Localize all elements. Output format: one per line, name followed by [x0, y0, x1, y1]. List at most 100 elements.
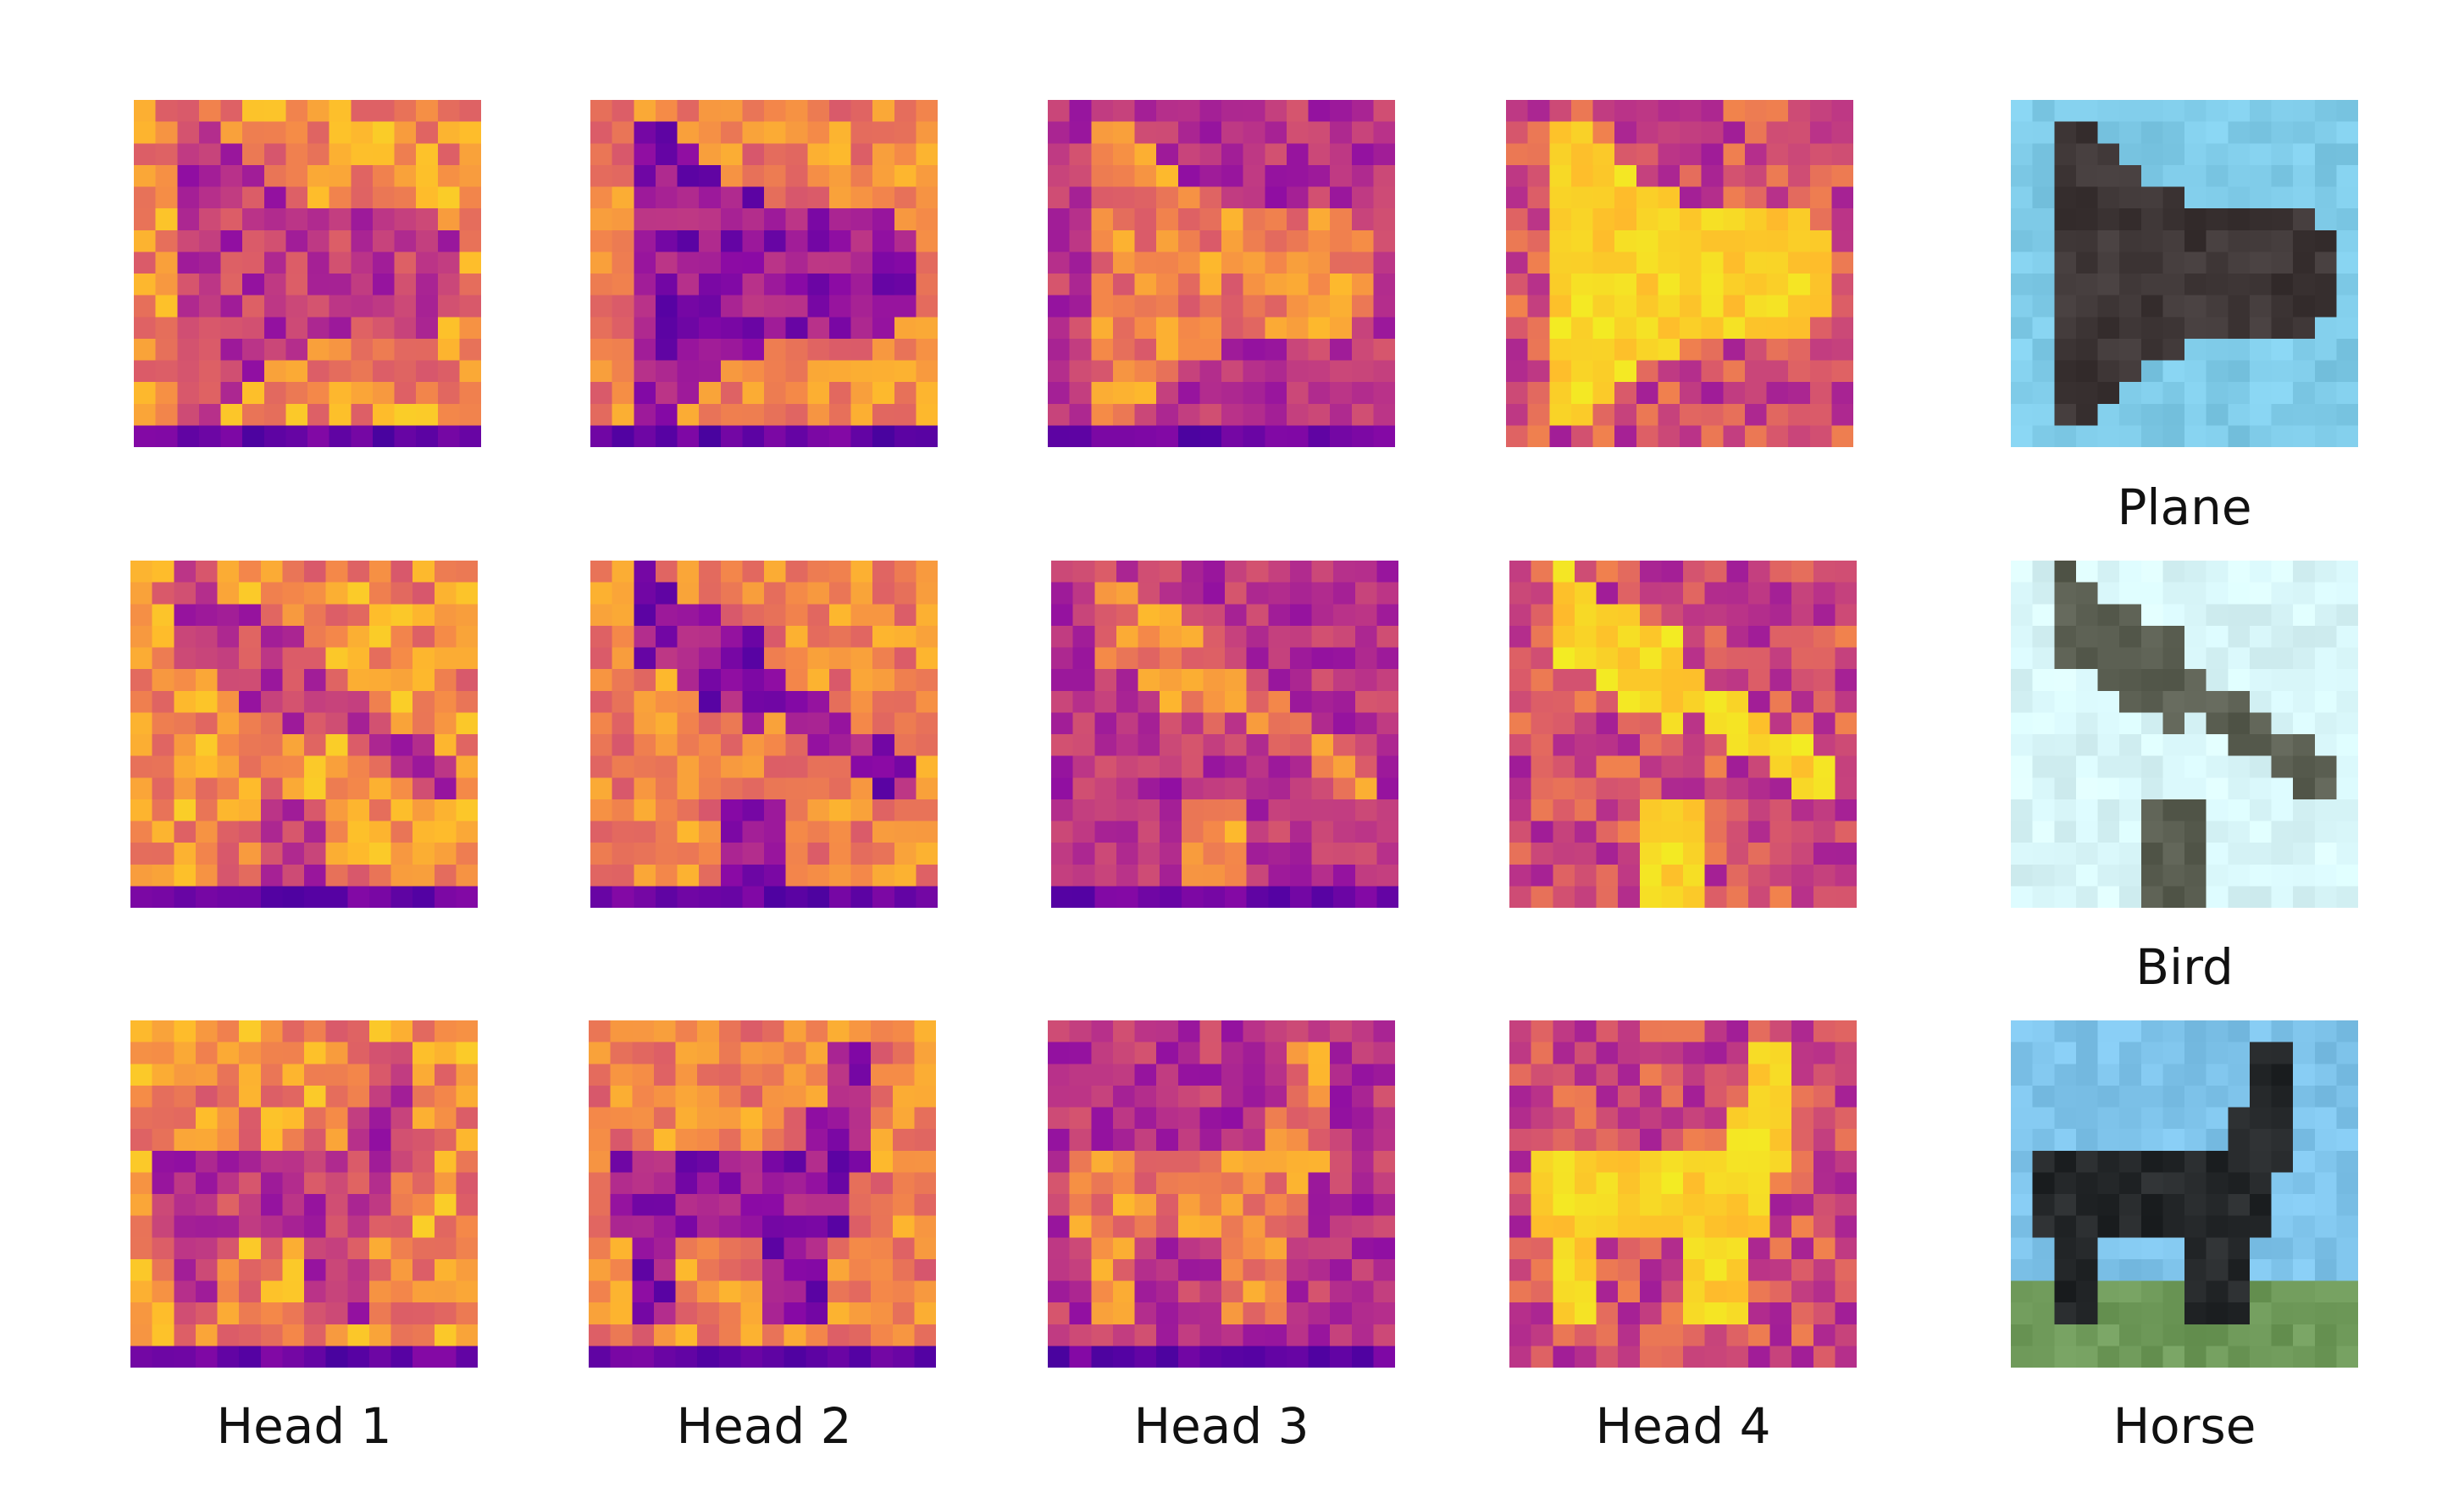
- image-pixel: [2293, 734, 2316, 757]
- image-pixel: [2206, 886, 2229, 908]
- heatmap-cell: [1791, 1215, 1814, 1238]
- image-pixel: [2336, 821, 2358, 843]
- heatmap-cell: [720, 403, 743, 426]
- heatmap-cell: [1747, 1042, 1771, 1064]
- heatmap-cell: [177, 229, 200, 252]
- heatmap-cell: [1156, 382, 1179, 405]
- heatmap-cell: [720, 799, 743, 822]
- heatmap-cell: [1199, 1042, 1222, 1064]
- heatmap-cell: [1177, 1085, 1200, 1108]
- heatmap-cell: [916, 799, 938, 822]
- heatmap-cell: [655, 403, 678, 426]
- heatmap-cell: [849, 1129, 872, 1152]
- heatmap-cell: [325, 799, 348, 822]
- heatmap-cell: [916, 360, 938, 383]
- image-pixel: [2314, 143, 2337, 166]
- heatmap-cell: [916, 100, 938, 123]
- image-pixel: [2032, 1346, 2055, 1368]
- image-pixel: [2314, 425, 2337, 447]
- heatmap-cell: [437, 425, 460, 447]
- heatmap-cell: [1658, 252, 1681, 274]
- heatmap-cell: [1330, 1129, 1353, 1152]
- heatmap-cell: [152, 1107, 174, 1130]
- heatmap-cell: [152, 843, 174, 865]
- heatmap-cell: [1744, 100, 1768, 123]
- heatmap-cell: [130, 799, 153, 822]
- heatmap-cell: [1553, 1194, 1575, 1217]
- image-pixel: [2314, 864, 2337, 887]
- image-pixel: [2075, 1064, 2099, 1086]
- heatmap-cell: [1747, 1280, 1771, 1303]
- image-pixel: [2032, 1258, 2055, 1282]
- image-pixel: [2271, 1085, 2294, 1108]
- image-pixel: [2336, 295, 2358, 318]
- heatmap-cell: [372, 164, 396, 188]
- heatmap-cell: [783, 1324, 806, 1346]
- heatmap-cell: [764, 425, 787, 447]
- heatmap-cell: [612, 338, 634, 362]
- heatmap-cell: [764, 295, 787, 318]
- heatmap-cell: [1596, 1280, 1619, 1303]
- heatmap-cell: [155, 338, 178, 362]
- image-pixel: [2140, 121, 2163, 144]
- image-pixel: [2162, 821, 2185, 843]
- heatmap-cell: [1181, 712, 1204, 735]
- image-pixel: [2184, 1237, 2207, 1260]
- heatmap-cell: [914, 1150, 936, 1173]
- image-pixel: [2140, 582, 2163, 605]
- heatmap-cell: [675, 1085, 698, 1108]
- heatmap-cell: [872, 274, 895, 296]
- heatmap-cell: [1048, 1107, 1071, 1130]
- heatmap-cell: [720, 734, 743, 757]
- heatmap-cell: [699, 164, 722, 188]
- heatmap-cell: [434, 604, 457, 627]
- heatmap-cell: [1268, 712, 1291, 735]
- heatmap-cell: [1246, 669, 1269, 692]
- heatmap-cell: [260, 647, 283, 670]
- heatmap-cell: [699, 317, 722, 340]
- heatmap-cell: [764, 821, 787, 843]
- heatmap-cell: [239, 886, 262, 908]
- heatmap-cell: [1831, 360, 1853, 383]
- image-pixel: [2336, 690, 2358, 713]
- heatmap-cell: [1376, 734, 1398, 757]
- image-pixel: [2054, 208, 2077, 231]
- heatmap-cell: [1683, 843, 1706, 865]
- heatmap-cell: [872, 100, 895, 123]
- heatmap-cell: [764, 712, 787, 735]
- heatmap-cell: [329, 164, 352, 188]
- heatmap-cell: [1639, 1194, 1662, 1217]
- heatmap-cell: [434, 734, 457, 757]
- heatmap-cell: [871, 1237, 894, 1260]
- image-pixel: [2271, 821, 2294, 843]
- image-pixel: [2271, 886, 2294, 908]
- heatmap-cell: [1134, 295, 1157, 318]
- image-pixel: [2249, 121, 2273, 144]
- image-pixel: [2119, 164, 2142, 188]
- image-pixel: [2011, 360, 2034, 383]
- image-pixel: [2119, 274, 2142, 296]
- heatmap-cell: [368, 1346, 392, 1368]
- heatmap-cell: [1373, 121, 1395, 144]
- image-pixel: [2228, 1324, 2251, 1346]
- heatmap-cell: [1354, 799, 1377, 822]
- heatmap-cell: [282, 799, 305, 822]
- image-pixel: [2271, 604, 2294, 627]
- heatmap-cell: [1048, 164, 1071, 188]
- heatmap-cell: [195, 1237, 219, 1260]
- heatmap-cell: [1286, 143, 1310, 166]
- heatmap-cell: [1553, 1237, 1575, 1260]
- heatmap-cell: [1069, 425, 1092, 447]
- image-pixel: [2054, 864, 2077, 887]
- heatmap-cell: [1311, 712, 1334, 735]
- heatmap-cell: [1181, 777, 1204, 800]
- heatmap-cell: [1134, 1107, 1157, 1130]
- heatmap-cell: [351, 121, 374, 144]
- image-pixel: [2075, 647, 2099, 670]
- heatmap-cell: [699, 625, 722, 649]
- image-pixel: [2119, 338, 2142, 362]
- heatmap-cell: [152, 1324, 174, 1346]
- image-pixel: [2011, 1085, 2034, 1108]
- heatmap-cell: [368, 1258, 392, 1282]
- image-pixel: [2249, 252, 2273, 274]
